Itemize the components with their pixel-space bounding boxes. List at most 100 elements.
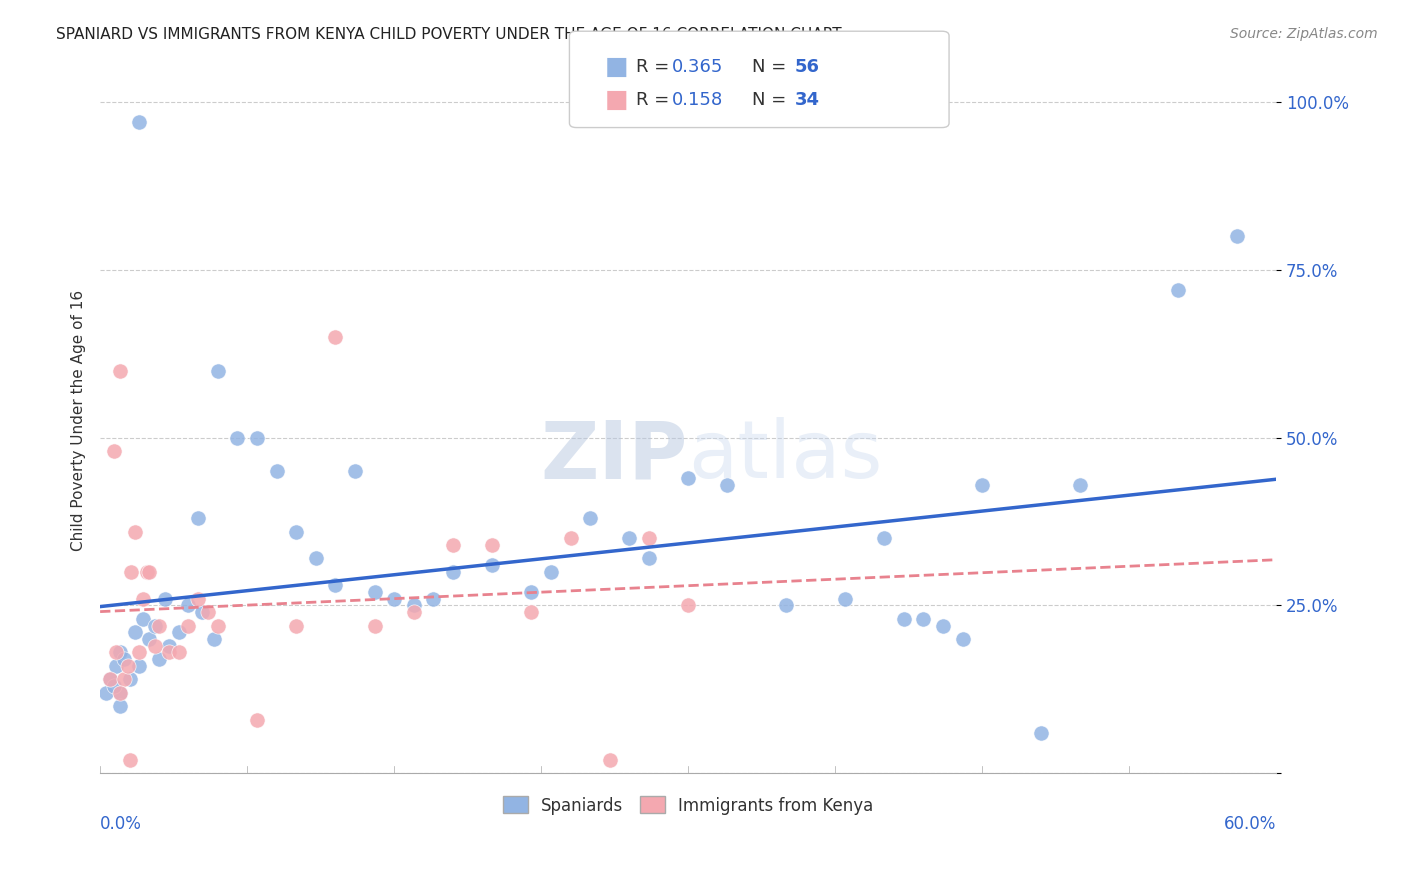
Point [1226, 229, 1249, 244]
Point [912, 612, 935, 626]
Point [560, 531, 582, 545]
Point [177, 618, 200, 632]
Point [207, 363, 229, 377]
Point [323, 330, 346, 344]
Point [108, 686, 131, 700]
Text: N =: N = [752, 58, 792, 76]
Point [104, 645, 127, 659]
Point [128, 658, 150, 673]
Point [932, 618, 955, 632]
Point [246, 713, 269, 727]
Point [520, 585, 543, 599]
Point [157, 645, 180, 659]
Point [1167, 283, 1189, 297]
Point [422, 591, 444, 606]
Point [138, 565, 160, 579]
Point [323, 578, 346, 592]
Point [716, 477, 738, 491]
Point [104, 658, 127, 673]
Point [402, 605, 425, 619]
Point [117, 658, 139, 673]
Text: R =: R = [636, 91, 675, 109]
Point [108, 645, 131, 659]
Point [207, 618, 229, 632]
Point [402, 599, 425, 613]
Point [638, 531, 661, 545]
Y-axis label: Child Poverty Under the Age of 16: Child Poverty Under the Age of 16 [72, 290, 86, 551]
Point [143, 618, 166, 632]
Point [599, 753, 621, 767]
Point [112, 652, 135, 666]
Point [520, 605, 543, 619]
Point [619, 531, 641, 545]
Point [128, 115, 150, 129]
Point [177, 599, 200, 613]
Point [202, 632, 225, 646]
Point [638, 551, 661, 566]
Text: Source: ZipAtlas.com: Source: ZipAtlas.com [1230, 27, 1378, 41]
Point [153, 591, 176, 606]
Point [343, 464, 366, 478]
Point [121, 565, 143, 579]
Point [873, 531, 896, 545]
Text: ZIP: ZIP [541, 417, 688, 495]
Point [481, 558, 503, 573]
Point [1069, 477, 1091, 491]
Point [148, 652, 170, 666]
Text: SPANIARD VS IMMIGRANTS FROM KENYA CHILD POVERTY UNDER THE AGE OF 16 CORRELATION : SPANIARD VS IMMIGRANTS FROM KENYA CHILD … [56, 27, 842, 42]
Point [972, 477, 994, 491]
Point [132, 591, 155, 606]
Point [98, 672, 121, 686]
Point [148, 618, 170, 632]
Point [167, 645, 190, 659]
Point [187, 511, 209, 525]
Text: ■: ■ [605, 88, 628, 112]
Point [834, 591, 856, 606]
Point [1029, 726, 1052, 740]
Point [266, 464, 288, 478]
Text: R =: R = [636, 58, 675, 76]
Point [108, 363, 131, 377]
Text: 0.158: 0.158 [672, 91, 723, 109]
Point [108, 699, 131, 714]
Point [138, 632, 160, 646]
Point [197, 605, 219, 619]
Point [676, 599, 699, 613]
Point [143, 639, 166, 653]
Point [167, 625, 190, 640]
Point [952, 632, 974, 646]
Point [481, 538, 503, 552]
Point [285, 524, 308, 539]
Text: 56: 56 [794, 58, 820, 76]
Text: atlas: atlas [688, 417, 883, 495]
Point [112, 672, 135, 686]
Point [441, 538, 464, 552]
Point [128, 645, 150, 659]
Point [676, 471, 699, 485]
Point [305, 551, 328, 566]
Point [363, 618, 385, 632]
Point [191, 605, 214, 619]
Point [132, 612, 155, 626]
Point [363, 585, 385, 599]
Legend: Spaniards, Immigrants from Kenya: Spaniards, Immigrants from Kenya [496, 789, 880, 822]
Point [124, 524, 146, 539]
Point [246, 431, 269, 445]
Point [893, 612, 915, 626]
Text: 34: 34 [794, 91, 820, 109]
Point [382, 591, 405, 606]
Text: 60.0%: 60.0% [1223, 815, 1277, 833]
Point [103, 679, 125, 693]
Point [118, 753, 141, 767]
Text: ■: ■ [605, 55, 628, 78]
Point [187, 591, 209, 606]
Point [579, 511, 602, 525]
Point [103, 444, 125, 458]
Point [226, 431, 249, 445]
Point [136, 565, 159, 579]
Point [118, 672, 141, 686]
Point [98, 672, 121, 686]
Text: 0.365: 0.365 [672, 58, 724, 76]
Point [157, 639, 180, 653]
Point [124, 625, 146, 640]
